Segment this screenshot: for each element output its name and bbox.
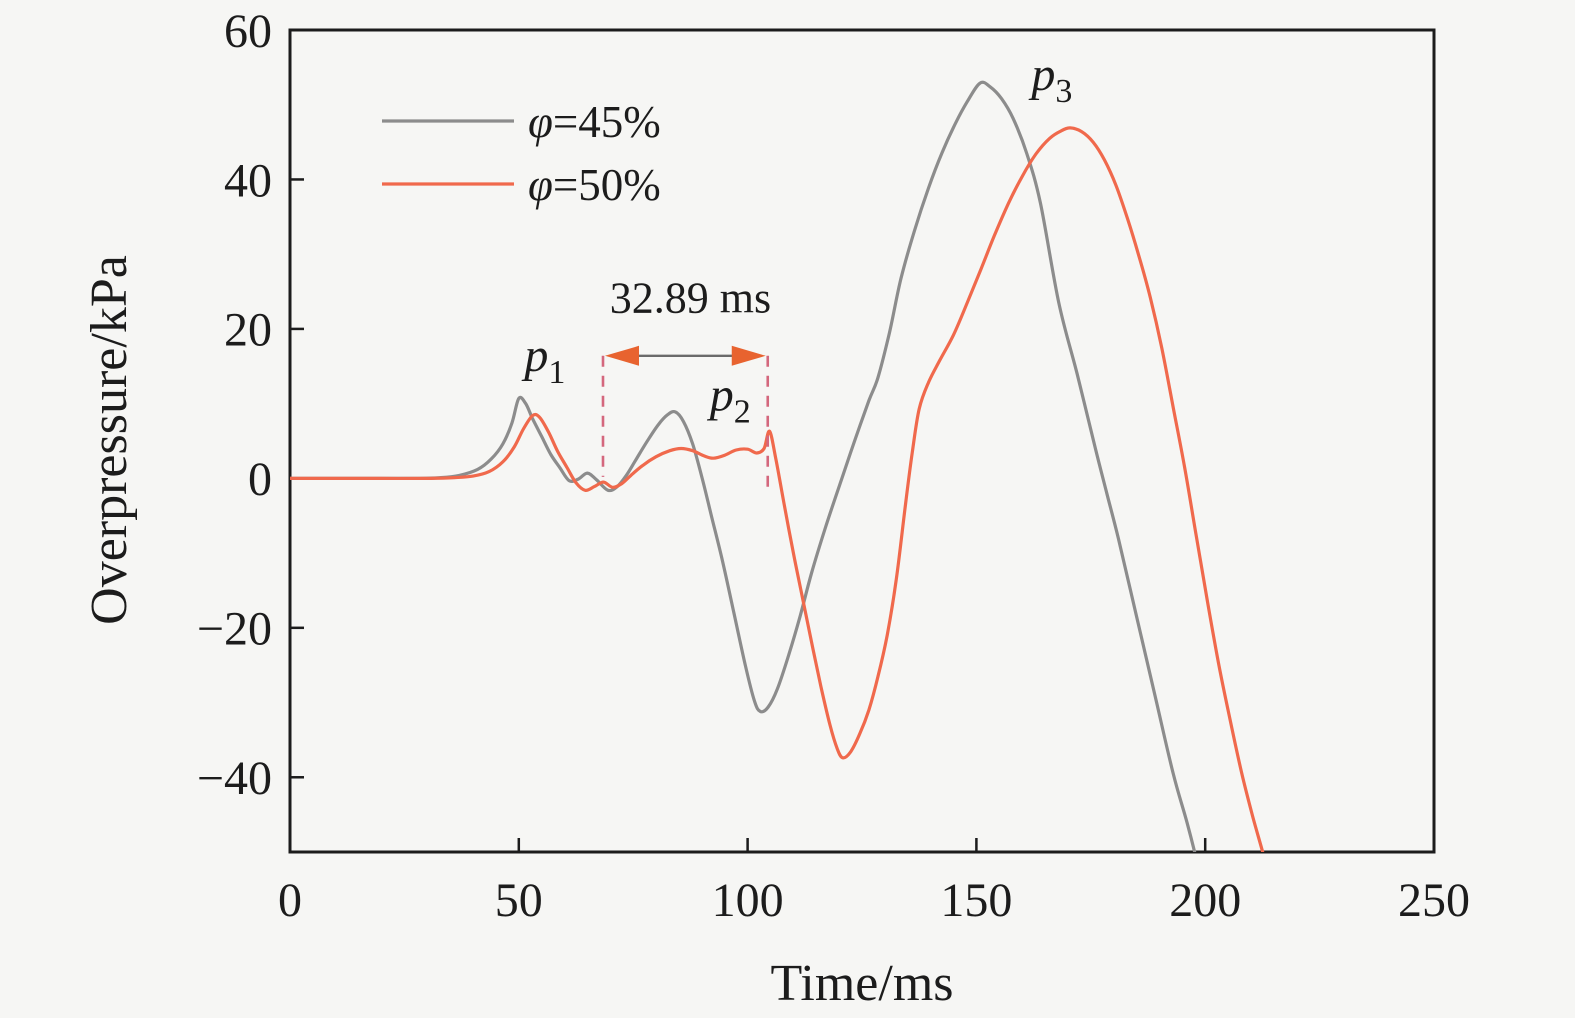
x-tick-label: 150 xyxy=(940,874,1012,927)
x-tick-label: 0 xyxy=(278,874,302,927)
interval-arrowhead-right xyxy=(731,345,766,366)
x-tick-label: 250 xyxy=(1398,874,1470,927)
y-tick-label: −20 xyxy=(197,603,272,656)
plot-frame xyxy=(288,28,1436,854)
peak-label-p3: p3 xyxy=(1028,48,1072,110)
curve-series-2 xyxy=(290,126,1265,852)
curve-series-1 xyxy=(290,80,1197,852)
legend-label-1: φ=45% xyxy=(528,97,661,147)
interval-duration-label: 32.89 ms xyxy=(610,273,771,322)
y-tick-label: −40 xyxy=(197,752,272,805)
data-curves xyxy=(290,80,1265,852)
peak-label-p2: p2 xyxy=(707,368,751,430)
x-tick-label: 50 xyxy=(495,874,543,927)
interval-arrowhead-left xyxy=(604,345,639,366)
x-axis-title: Time/ms xyxy=(770,955,953,1012)
legend: φ=45% φ=50% xyxy=(382,97,661,210)
y-tick-label: 40 xyxy=(224,154,272,207)
peak-label-p1: p1 xyxy=(521,329,565,391)
y-tick-label: 20 xyxy=(224,304,272,357)
legend-label-2: φ=50% xyxy=(528,160,661,210)
y-axis-title: Overpressure/kPa xyxy=(81,255,138,625)
y-tick-label: 0 xyxy=(248,453,272,506)
annotations: p1 p2 p3 32.89 ms xyxy=(521,48,1072,488)
x-tick-label: 100 xyxy=(712,874,784,927)
x-tick-label: 200 xyxy=(1169,874,1241,927)
y-tick-label: 60 xyxy=(224,5,272,58)
plot-border xyxy=(288,28,1436,854)
